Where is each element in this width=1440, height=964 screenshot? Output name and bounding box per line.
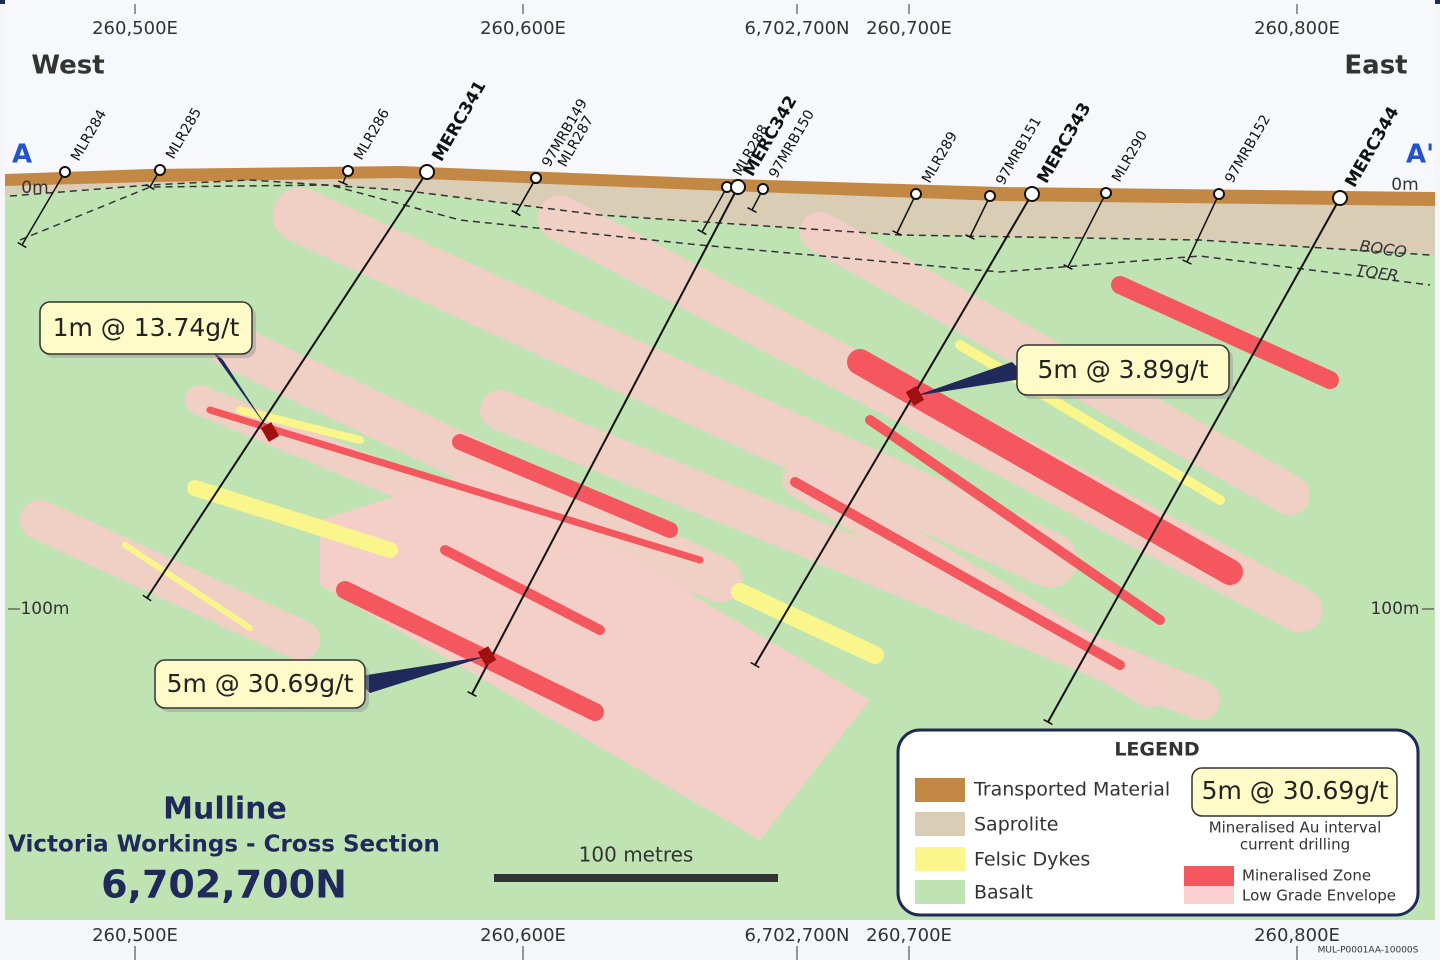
drill-toe — [892, 230, 902, 236]
drawing-number: MUL-P0001AA-10000S — [1318, 946, 1419, 956]
drill-toe — [965, 234, 975, 240]
axis-label: 260,600E — [480, 925, 566, 946]
legend-swatch — [915, 812, 965, 836]
drill-collar — [910, 188, 922, 200]
callout-pointer — [915, 362, 1028, 396]
depth-label: 0m — [21, 178, 48, 198]
legend-item: Felsic Dykes — [974, 849, 1090, 871]
drill-trace — [515, 177, 537, 214]
intercept-mark — [477, 646, 497, 666]
legend-item: Saprolite — [974, 814, 1058, 836]
drill-collar — [1100, 187, 1112, 199]
axis-label: 260,700E — [866, 18, 952, 39]
scale-bar — [494, 874, 778, 882]
legend-swatch — [1184, 886, 1234, 904]
legend-caption: Mineralised Au interval — [1209, 819, 1382, 837]
legend-swatch — [915, 778, 965, 802]
saprolite — [5, 172, 1435, 255]
axis-label: 260,800E — [1254, 18, 1340, 39]
intercept-mark — [260, 422, 280, 442]
axis-label: 6,702,700N — [744, 18, 849, 39]
drill-trace — [1047, 197, 1341, 723]
drill-trace — [701, 186, 728, 233]
axis-label: 260,600E — [480, 18, 566, 39]
drill-toe — [338, 180, 348, 186]
legend-swatch — [1184, 866, 1234, 886]
axis-label: 6,702,700N — [744, 925, 849, 946]
drill-collar — [154, 164, 166, 176]
drill-trace — [1186, 193, 1220, 263]
intercept-mark — [905, 386, 925, 406]
depth-label: 100m — [1370, 599, 1419, 619]
drill-toe — [17, 241, 27, 249]
legend-swatch — [915, 880, 965, 904]
drill-trace — [471, 186, 739, 695]
axis-label: 260,500E — [92, 925, 178, 946]
axis-label: 260,800E — [1254, 925, 1340, 946]
horizon-lines — [9, 179, 1431, 286]
legend-title: LEGEND — [1114, 739, 1199, 761]
callout-box — [154, 659, 366, 709]
legend-caption: current drilling — [1240, 836, 1350, 854]
drill-collar — [342, 165, 354, 177]
drill-collar — [757, 183, 769, 195]
drill-collar — [984, 190, 996, 202]
intercept-label: 1m @ 13.74g/t — [53, 313, 240, 342]
drill-toe — [145, 183, 155, 191]
drill-toe — [750, 661, 760, 669]
section-start: A — [12, 140, 32, 170]
drill-toe — [1063, 264, 1073, 270]
transported-material — [5, 166, 1435, 206]
legend-item: Basalt — [974, 882, 1033, 904]
drill-toe — [697, 228, 707, 236]
legend-item: Low Grade Envelope — [1242, 887, 1396, 905]
section-subtitle: Victoria Workings - Cross Section — [8, 832, 440, 858]
project-title: Mulline — [163, 792, 287, 827]
west-label: West — [31, 51, 104, 81]
scale-label: 100 metres — [579, 843, 694, 867]
mineralised-zones — [206, 276, 1339, 721]
drill-toe — [1043, 718, 1053, 726]
drill-collar — [59, 166, 71, 178]
drill-toe — [1182, 259, 1192, 265]
drill-toe — [747, 207, 757, 213]
legend-item: Mineralised Zone — [1242, 867, 1371, 885]
drill-toe — [142, 594, 152, 602]
drill-trace — [754, 193, 1033, 666]
legend-sample-box — [1191, 767, 1398, 817]
drill-collar — [530, 172, 542, 184]
legend-item: Transported Material — [973, 779, 1170, 801]
axis-label: 260,500E — [92, 18, 178, 39]
callout-pointer — [207, 344, 270, 432]
depth-label: 0m — [1391, 175, 1418, 195]
drill-collar — [1332, 190, 1348, 206]
drill-collar — [1024, 186, 1040, 202]
callout-pointer — [354, 656, 487, 693]
drill-trace — [1067, 192, 1107, 268]
section-line: 6,702,700N — [101, 863, 347, 907]
drill-trace — [969, 195, 991, 238]
legend-sample: 5m @ 30.69g/t — [1202, 776, 1389, 805]
drill-trace — [146, 171, 428, 599]
section-end: A' — [1406, 140, 1434, 170]
drill-collar — [1213, 188, 1225, 200]
drill-trace — [896, 193, 917, 234]
drill-toe — [511, 209, 521, 217]
drill-toe — [467, 691, 477, 697]
callout-box — [39, 301, 253, 355]
drill-collar — [419, 164, 435, 180]
callout-box — [1016, 344, 1230, 396]
intercept-label: 5m @ 3.89g/t — [1038, 355, 1209, 384]
drill-collar — [730, 179, 746, 195]
depth-label: 100m — [20, 599, 69, 619]
axis-label: 260,700E — [866, 925, 952, 946]
intercept-label: 5m @ 30.69g/t — [167, 669, 354, 698]
drill-trace — [21, 171, 66, 246]
east-label: East — [1344, 51, 1407, 81]
legend-swatch — [915, 847, 965, 871]
